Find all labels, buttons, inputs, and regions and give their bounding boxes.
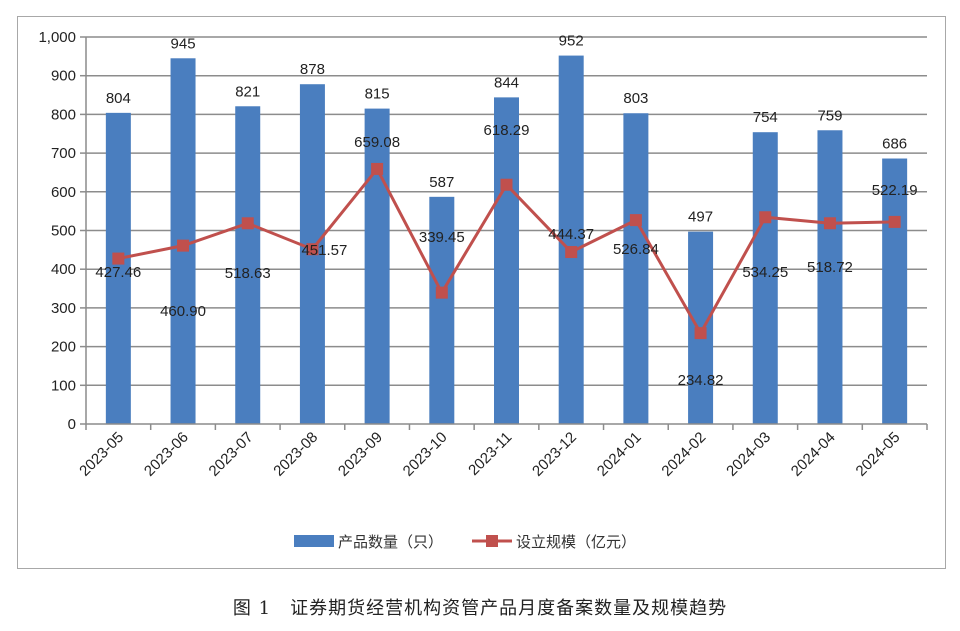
line-marker	[371, 162, 384, 175]
line-marker	[823, 217, 836, 230]
bar	[105, 112, 131, 425]
x-tick-label: 2023-11	[465, 429, 515, 479]
line-value-label: 518.63	[225, 265, 271, 282]
bar-value-label: 587	[429, 174, 454, 191]
line-value-label: 534.25	[742, 264, 788, 281]
x-tick-label: 2023-12	[529, 429, 580, 480]
line-value-label: 518.72	[807, 259, 853, 276]
y-tick-label: 100	[51, 377, 76, 394]
bar	[817, 130, 843, 424]
line-value-label: 618.29	[484, 122, 530, 139]
y-tick-label: 300	[51, 300, 76, 317]
x-tick-label: 2024-02	[658, 429, 709, 480]
x-tick-label: 2024-05	[853, 429, 904, 480]
line-data-labels: 427.46 460.90 518.63 451.57 659.08 339.45 618.…	[95, 122, 917, 389]
line-marker	[629, 214, 642, 227]
x-tick-label: 2023-06	[141, 429, 192, 480]
y-tick-label: 600	[51, 184, 76, 201]
y-tick-label: 900	[51, 68, 76, 85]
bar	[494, 97, 519, 424]
line-value-label: 659.08	[354, 134, 400, 151]
y-tick-label: 500	[51, 223, 76, 240]
line-value-label: 451.57	[301, 242, 347, 259]
bar-data-labels: 804 945 821 878 815 587 844 952 803 497 754 759 686	[106, 33, 907, 226]
bar	[235, 106, 261, 424]
bar-value-label: 945	[171, 35, 196, 52]
combo-chart: 0 100 200 300 400 500 600 700 800 900 1,000 2023-0…	[38, 29, 928, 551]
legend: 产品数量（只） 设立规模（亿元）	[294, 533, 636, 551]
bar	[882, 158, 908, 424]
bar-value-label: 686	[882, 136, 907, 153]
x-tick-label: 2024-03	[723, 429, 774, 480]
bar	[752, 132, 778, 424]
y-tick-label: 700	[51, 145, 76, 162]
bar-value-label: 821	[235, 83, 260, 100]
y-axis-tick-labels: 0 100 200 300 400 500 600 700 800 900 1,000	[38, 29, 76, 433]
line-value-label: 234.82	[678, 372, 724, 389]
line-marker	[500, 178, 513, 191]
x-tick-label: 2023-08	[270, 429, 321, 480]
legend-bar-label: 产品数量（只）	[338, 533, 443, 551]
line-marker	[435, 286, 448, 299]
bar-value-label: 759	[817, 107, 842, 124]
bar-value-label: 952	[559, 33, 584, 50]
x-tick-label: 2024-01	[594, 429, 645, 480]
y-tick-label: 0	[68, 416, 76, 433]
bar	[429, 196, 455, 424]
line-value-label: 460.90	[160, 303, 206, 320]
line-value-label: 526.84	[613, 241, 659, 258]
line-marker	[112, 252, 125, 265]
line-marker	[694, 327, 707, 340]
line-value-label: 339.45	[419, 229, 465, 246]
legend-bar-swatch	[294, 535, 334, 547]
figure-caption: 图 1 证券期货经营机构资管产品月度备案数量及规模趋势	[232, 598, 728, 619]
line-marker	[177, 239, 190, 252]
bar-series-product-count	[105, 55, 908, 425]
line-marker	[888, 215, 901, 228]
bar-value-label: 815	[365, 86, 390, 103]
x-tick-label: 2023-07	[206, 429, 257, 480]
x-tick-label: 2024-04	[788, 429, 839, 480]
y-tick-label: 400	[51, 261, 76, 278]
bar	[558, 55, 584, 425]
bar-value-label: 804	[106, 90, 131, 107]
axes	[85, 37, 928, 430]
x-tick-label: 2023-09	[335, 429, 386, 480]
bar-value-label: 497	[688, 209, 713, 226]
line-marker	[306, 243, 319, 256]
bar-value-label: 754	[753, 109, 778, 126]
x-tick-label: 2023-10	[400, 429, 451, 480]
y-tick-label: 800	[51, 106, 76, 123]
bar	[623, 113, 649, 424]
line-value-label: 522.19	[872, 182, 918, 199]
line-marker	[241, 217, 254, 230]
line-marker	[565, 246, 578, 259]
line-value-label: 427.46	[95, 264, 141, 281]
line-marker	[759, 211, 772, 224]
y-tick-label: 200	[51, 339, 76, 356]
bar-value-label: 803	[623, 90, 648, 107]
bar	[364, 108, 390, 424]
bar-value-label: 878	[300, 61, 325, 78]
line-value-label: 444.37	[548, 226, 594, 243]
x-tick-label: 2023-05	[76, 429, 127, 480]
x-axis-tick-labels: 2023-05 2023-06 2023-07 2023-08 2023-09 2023-…	[76, 429, 903, 480]
legend-line-label: 设立规模（亿元）	[516, 533, 636, 551]
y-tick-label: 1,000	[38, 29, 76, 46]
legend-line-marker-icon	[486, 535, 498, 547]
line-series-setup-scale	[112, 162, 901, 340]
bar-value-label: 844	[494, 74, 519, 91]
